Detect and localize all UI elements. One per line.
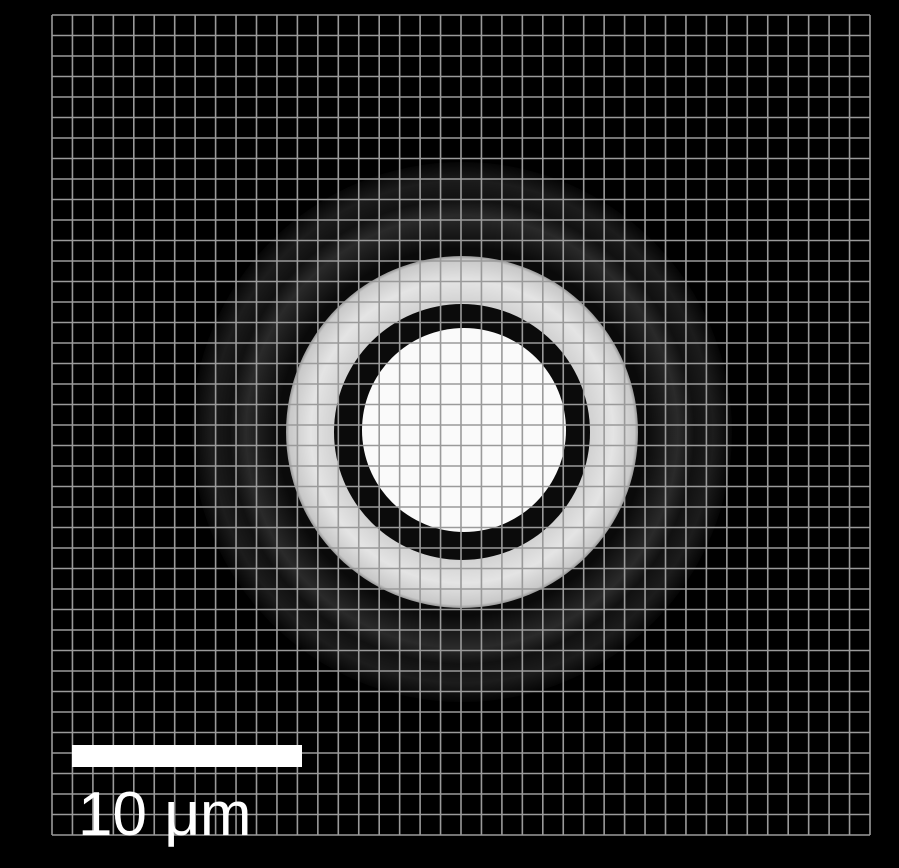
micrograph: 10 μm [0,0,899,868]
grid-overlay [52,15,870,835]
scale-bar-label: 10 μm [78,780,252,849]
scale-bar [72,745,302,767]
core [362,328,566,532]
